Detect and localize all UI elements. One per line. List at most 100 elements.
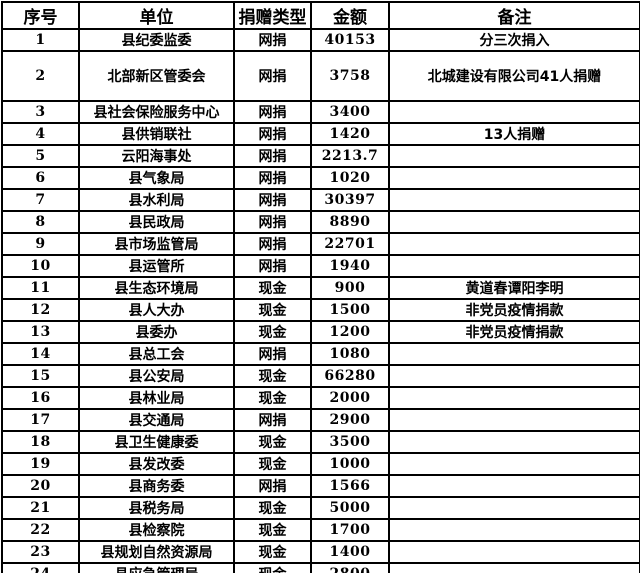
cell-donation-type: 网捐 [233,144,312,168]
cell-unit: 县生态环境局 [78,276,235,300]
cell-note [388,364,640,388]
cell-donation-type: 网捐 [233,50,312,102]
cell-note [388,540,640,564]
cell-seq: 22 [1,518,80,542]
cell-unit: 县规划自然资源局 [78,540,235,564]
cell-unit: 县检察院 [78,518,235,542]
cell-amount: 1080 [310,342,390,366]
table-row: 4 县供销联社 网捐 1420 13人捐赠 [1,122,640,146]
cell-note [388,452,640,476]
cell-amount: 2213.7 [310,144,390,168]
table-row: 15 县公安局 现金 66280 [1,364,640,388]
cell-note [388,474,640,498]
cell-seq: 23 [1,540,80,564]
table-row: 7 县水利局 网捐 30397 [1,188,640,212]
table-row: 3 县社会保险服务中心 网捐 3400 [1,100,640,124]
cell-donation-type: 网捐 [233,100,312,124]
table-row: 1 县纪委监委 网捐 40153 分三次捐入 [1,28,640,52]
table-row: 12 县人大办 现金 1500 非党员疫情捐款 [1,298,640,322]
cell-unit: 县社会保险服务中心 [78,100,235,124]
cell-donation-type: 现金 [233,518,312,542]
table-row: 17 县交通局 网捐 2900 [1,408,640,432]
cell-seq: 4 [1,122,80,146]
cell-seq: 18 [1,430,80,454]
column-header-seq: 序号 [1,1,80,30]
cell-note [388,430,640,454]
cell-donation-type: 现金 [233,430,312,454]
cell-seq: 8 [1,210,80,234]
cell-donation-type: 现金 [233,364,312,388]
column-header-note: 备注 [388,1,640,30]
cell-note: 非党员疫情捐款 [388,320,640,344]
table-row: 23 县规划自然资源局 现金 1400 [1,540,640,564]
cell-unit: 县交通局 [78,408,235,432]
cell-unit: 县卫生健康委 [78,430,235,454]
cell-seq: 21 [1,496,80,520]
table-header-row: 序号 单位 捐赠类型 金额 备注 [1,1,640,30]
cell-amount: 30397 [310,188,390,212]
cell-note: 分三次捐入 [388,28,640,52]
cell-amount: 1420 [310,122,390,146]
column-header-donation-type: 捐赠类型 [233,1,312,30]
cell-unit: 县应急管理局 [78,562,235,573]
cell-note [388,166,640,190]
cell-note [388,342,640,366]
cell-unit: 县人大办 [78,298,235,322]
cell-seq: 19 [1,452,80,476]
cell-unit: 县委办 [78,320,235,344]
cell-seq: 20 [1,474,80,498]
cell-unit: 县供销联社 [78,122,235,146]
cell-unit: 县税务局 [78,496,235,520]
cell-amount: 8890 [310,210,390,234]
cell-seq: 6 [1,166,80,190]
cell-unit: 县纪委监委 [78,28,235,52]
cell-amount: 2800 [310,562,390,573]
cell-unit: 云阳海事处 [78,144,235,168]
cell-amount: 1200 [310,320,390,344]
cell-note [388,408,640,432]
cell-seq: 5 [1,144,80,168]
table-row: 5 云阳海事处 网捐 2213.7 [1,144,640,168]
cell-note [388,232,640,256]
table-row: 13 县委办 现金 1200 非党员疫情捐款 [1,320,640,344]
cell-unit: 县商务委 [78,474,235,498]
cell-donation-type: 网捐 [233,232,312,256]
cell-amount: 22701 [310,232,390,256]
cell-donation-type: 网捐 [233,166,312,190]
cell-amount: 5000 [310,496,390,520]
cell-amount: 1400 [310,540,390,564]
cell-amount: 1940 [310,254,390,278]
cell-donation-type: 现金 [233,276,312,300]
cell-donation-type: 现金 [233,540,312,564]
cell-seq: 14 [1,342,80,366]
column-header-unit: 单位 [78,1,235,30]
cell-note: 非党员疫情捐款 [388,298,640,322]
cell-seq: 11 [1,276,80,300]
cell-seq: 12 [1,298,80,322]
cell-donation-type: 网捐 [233,342,312,366]
cell-seq: 15 [1,364,80,388]
cell-donation-type: 网捐 [233,408,312,432]
cell-note [388,254,640,278]
table-row: 10 县运管所 网捐 1940 [1,254,640,278]
cell-unit: 县公安局 [78,364,235,388]
cell-note [388,210,640,234]
cell-donation-type: 网捐 [233,210,312,234]
cell-unit: 县民政局 [78,210,235,234]
cell-amount: 1566 [310,474,390,498]
cell-donation-type: 现金 [233,386,312,410]
cell-seq: 1 [1,28,80,52]
cell-amount: 66280 [310,364,390,388]
cell-amount: 40153 [310,28,390,52]
cell-note [388,496,640,520]
table-row: 19 县发改委 现金 1000 [1,452,640,476]
table-row: 9 县市场监管局 网捐 22701 [1,232,640,256]
cell-amount: 3500 [310,430,390,454]
cell-unit: 县市场监管局 [78,232,235,256]
cell-unit: 县气象局 [78,166,235,190]
cell-amount: 1700 [310,518,390,542]
cell-note [388,386,640,410]
cell-amount: 3758 [310,50,390,102]
cell-amount: 1020 [310,166,390,190]
cell-seq: 17 [1,408,80,432]
